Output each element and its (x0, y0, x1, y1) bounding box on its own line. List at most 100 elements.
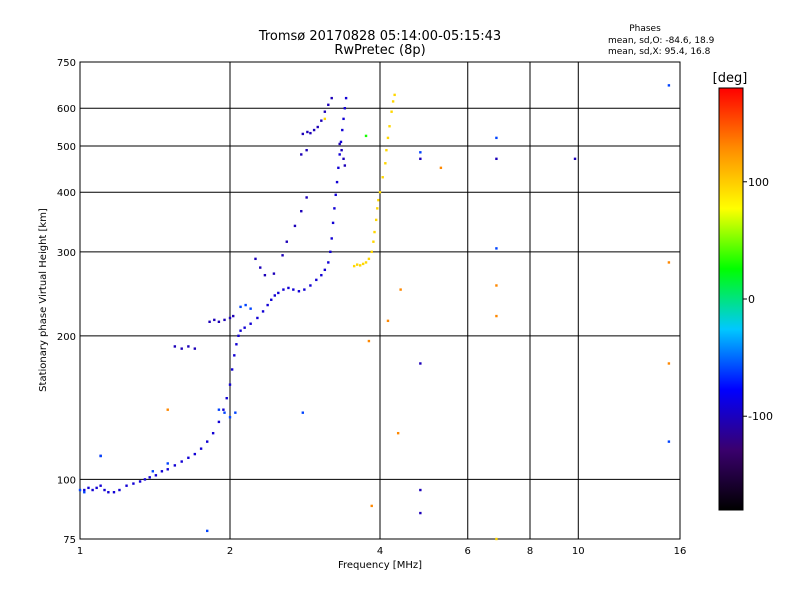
data-point (211, 431, 215, 435)
data-point (300, 209, 303, 213)
data-point (239, 305, 242, 309)
data-point (495, 157, 498, 161)
data-point (154, 474, 158, 477)
data-point (259, 266, 262, 269)
data-point (173, 464, 177, 467)
data-point (367, 339, 371, 343)
x-axis-label: Frequency [MHz] (338, 560, 422, 571)
data-point (384, 162, 387, 165)
data-point (330, 237, 333, 240)
phase-stats-o: mean, sd,O: -84.6, 18.9 (608, 36, 715, 46)
data-point (327, 103, 330, 106)
data-point (339, 140, 343, 144)
data-point (329, 250, 332, 254)
data-point (301, 411, 305, 414)
data-point (495, 247, 498, 250)
data-point (91, 488, 94, 492)
data-point (143, 478, 147, 481)
data-point (263, 273, 267, 277)
data-point (390, 110, 393, 113)
y-tick-label: 100 (57, 475, 76, 486)
data-point (213, 318, 216, 322)
data-point (419, 511, 422, 515)
data-point (206, 529, 209, 533)
data-point (315, 278, 318, 282)
data-point (341, 128, 344, 132)
data-point (297, 290, 301, 293)
data-point (228, 383, 232, 386)
data-point (256, 316, 259, 320)
data-point (320, 119, 323, 122)
data-point (306, 130, 309, 134)
data-point (374, 218, 378, 222)
data-point (287, 286, 290, 290)
chart-title: Tromsø 20170828 05:14:00-05:15:43 (258, 29, 501, 44)
data-point (495, 537, 498, 541)
data-point (393, 93, 396, 97)
data-point (419, 362, 422, 365)
data-point (386, 136, 390, 140)
data-point (217, 420, 221, 424)
data-point (293, 224, 297, 228)
data-point (309, 131, 312, 135)
data-point (223, 318, 226, 322)
data-point (187, 456, 190, 459)
data-point (232, 314, 235, 318)
data-point (338, 153, 341, 156)
colorbar-label: [deg] (713, 71, 748, 86)
data-point (381, 176, 384, 179)
data-point (132, 482, 135, 485)
data-point (323, 110, 327, 113)
data-point (160, 470, 164, 473)
data-point (301, 132, 305, 136)
data-point (235, 343, 238, 346)
data-point (373, 230, 376, 234)
data-point (243, 326, 246, 329)
data-point (300, 153, 303, 156)
data-point (249, 322, 252, 325)
colorbar-ticks: 100 0 -100 (743, 176, 773, 423)
data-point (343, 107, 347, 110)
data-point (193, 452, 197, 456)
y-tick-label: 750 (57, 58, 76, 69)
data-point (334, 193, 337, 197)
data-point (244, 303, 247, 307)
data-point (233, 354, 236, 357)
x-tick-label: 10 (572, 546, 585, 557)
y-axis-label: Stationary phase Virtual Height [km] (38, 208, 49, 392)
data-point (112, 491, 116, 494)
data-point (320, 273, 323, 277)
colorbar (718, 87, 744, 511)
data-point (343, 164, 347, 167)
y-tick-label: 600 (57, 104, 76, 115)
data-point (495, 136, 498, 140)
data-point (107, 491, 110, 494)
data-point (83, 488, 86, 492)
data-point (222, 408, 225, 411)
data-point (166, 408, 169, 411)
data-point (237, 334, 240, 338)
data-point (352, 264, 356, 268)
y-tick-label: 500 (57, 142, 76, 153)
data-point (272, 272, 276, 275)
data-point (99, 484, 102, 487)
data-point (364, 261, 368, 264)
data-point (386, 319, 390, 323)
x-tick-label: 4 (377, 546, 383, 557)
data-point (95, 486, 98, 490)
data-point (187, 345, 190, 348)
data-point (335, 180, 339, 184)
data-point (667, 362, 671, 365)
data-point (338, 142, 341, 146)
data-point (208, 320, 211, 323)
data-point (337, 166, 340, 170)
data-point (223, 411, 226, 414)
data-point (340, 148, 343, 152)
data-point (151, 470, 155, 473)
data-point (323, 268, 327, 272)
y-tick-label: 75 (63, 535, 76, 546)
phase-stats-x: mean, sd,X: 95.4, 16.8 (608, 47, 711, 57)
x-tick-label: 16 (674, 546, 687, 557)
